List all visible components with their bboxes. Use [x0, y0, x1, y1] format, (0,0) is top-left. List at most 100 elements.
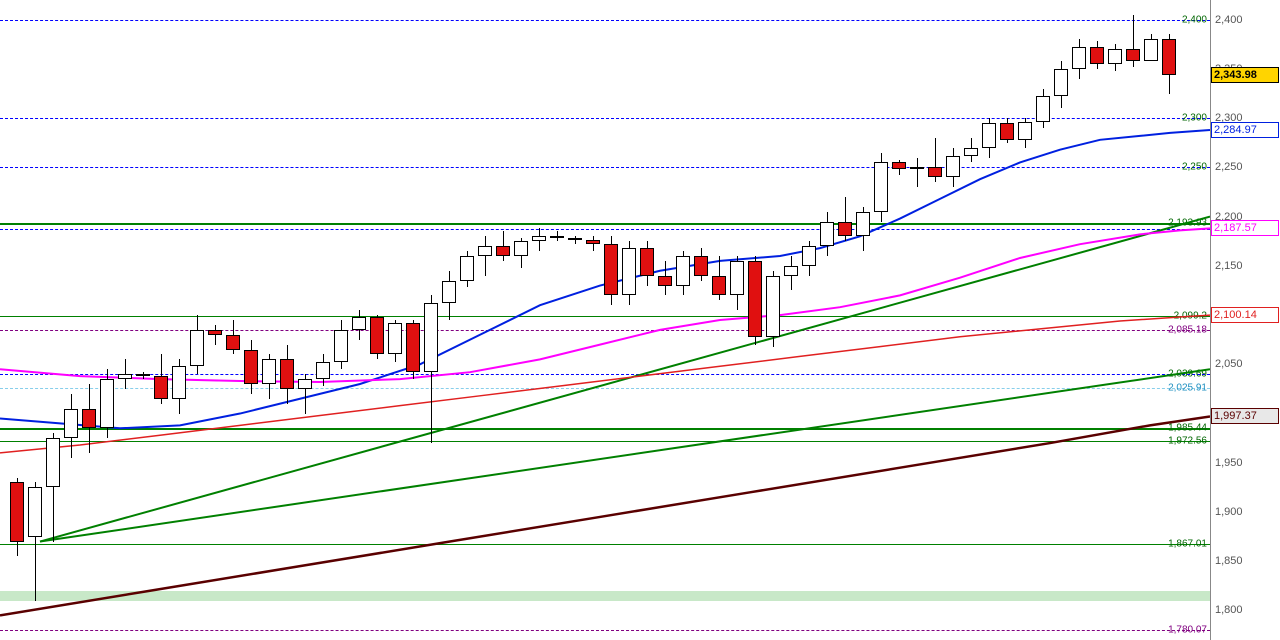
horizontal-level-label: 1,780.07 [1167, 625, 1208, 636]
candle-body [640, 248, 654, 276]
horizontal-level-line [0, 630, 1210, 631]
candle-body [316, 362, 330, 379]
candle-body [442, 281, 456, 304]
ma-red-axis-label: 2,100.14 [1211, 307, 1279, 323]
candle-body [622, 248, 636, 295]
candle-body [856, 212, 870, 237]
current-price-label: 2,343.98 [1211, 67, 1279, 83]
candle-body [1162, 39, 1176, 74]
candle-body [100, 379, 114, 428]
candle-body [694, 256, 708, 276]
candle-body [226, 335, 240, 350]
y-axis-tick: 1,850 [1215, 555, 1243, 567]
price-zone [0, 591, 1210, 601]
candle-body [64, 409, 78, 439]
candle-body [496, 246, 510, 256]
candle-body [1072, 47, 1086, 69]
trend-line [40, 369, 1210, 541]
candle-body [550, 236, 564, 238]
candle-body [586, 240, 600, 244]
candle-wick [215, 325, 216, 345]
candle-body [154, 376, 168, 399]
candle-body [982, 123, 996, 148]
candle-body [10, 482, 24, 541]
horizontal-level-label: 1,972.56 [1167, 435, 1208, 446]
candle-body [46, 438, 60, 487]
horizontal-level-label: 2,300 [1181, 113, 1208, 124]
candle-body [1090, 47, 1104, 64]
y-axis-tick: 2,050 [1215, 358, 1243, 370]
candle-body [1108, 49, 1122, 64]
horizontal-level-line [0, 229, 1210, 230]
candle-body [280, 359, 294, 389]
candle-body [820, 222, 834, 247]
candle-body [406, 323, 420, 372]
candle-body [730, 261, 744, 295]
horizontal-level-label: 2,025.91 [1167, 383, 1208, 394]
candle-body [190, 330, 204, 366]
y-axis-tick: 2,250 [1215, 161, 1243, 173]
candle-body [388, 323, 402, 355]
ma-darkred-axis-label: 1,997.37 [1211, 408, 1279, 424]
candle-body [334, 330, 348, 362]
chart-plot-area[interactable]: 2,4002,3002,2502,193.932,099.22,085.182,… [0, 0, 1211, 640]
candle-body [838, 222, 852, 237]
candle-body [1126, 49, 1140, 61]
candle-body [1054, 69, 1068, 97]
candle-body [28, 487, 42, 536]
candle-body [460, 256, 474, 281]
candle-body [766, 276, 780, 337]
horizontal-level-line [0, 316, 1210, 317]
candle-body [604, 244, 618, 295]
candle-body [298, 379, 312, 389]
candle-body [784, 266, 798, 276]
horizontal-level-line [0, 20, 1210, 21]
candle-body [118, 374, 132, 379]
candle-body [136, 374, 150, 376]
candle-body [946, 156, 960, 178]
candle-body [1036, 96, 1050, 122]
horizontal-level-line [0, 544, 1210, 545]
candle-wick [485, 236, 486, 275]
y-axis-tick: 2,400 [1215, 14, 1243, 26]
candle-body [244, 350, 258, 384]
candle-body [370, 317, 384, 354]
horizontal-level-line [0, 118, 1210, 119]
candle-body [424, 303, 438, 372]
candle-body [532, 236, 546, 241]
horizontal-level-label: 2,039.69 [1167, 369, 1208, 380]
candle-body [208, 330, 222, 335]
horizontal-level-line [0, 441, 1210, 442]
candle-body [910, 167, 924, 169]
y-axis-tick: 2,150 [1215, 260, 1243, 272]
candle-body [262, 359, 276, 384]
horizontal-level-label: 1,985.44 [1167, 422, 1208, 433]
ma-blue-axis-label: 2,284.97 [1211, 122, 1279, 138]
horizontal-level-label: 2,193.93 [1167, 217, 1208, 228]
candle-body [514, 241, 528, 256]
horizontal-level-label: 2,085.18 [1167, 324, 1208, 335]
candle-body [676, 256, 690, 286]
candle-body [658, 276, 672, 286]
candle-wick [917, 158, 918, 188]
horizontal-level-line [0, 167, 1210, 168]
candle-body [1018, 122, 1032, 140]
candle-body [172, 366, 186, 398]
candle-body [568, 238, 582, 240]
horizontal-level-label: 1,867.01 [1167, 539, 1208, 550]
candle-body [712, 276, 726, 296]
horizontal-level-line [0, 330, 1210, 331]
candle-body [802, 246, 816, 266]
candle-body [1000, 123, 1014, 140]
ma-magenta-axis-label: 2,187.57 [1211, 220, 1279, 236]
candle-body [352, 317, 366, 330]
candle-body [82, 409, 96, 429]
horizontal-level-label: 2,250 [1181, 162, 1208, 173]
horizontal-level-line [0, 428, 1210, 430]
y-axis-tick: 1,800 [1215, 604, 1243, 616]
horizontal-level-line [0, 223, 1210, 225]
candle-body [748, 261, 762, 337]
horizontal-level-label: 2,400 [1181, 14, 1208, 25]
ma-darkred [0, 416, 1210, 615]
candle-body [1144, 39, 1158, 61]
